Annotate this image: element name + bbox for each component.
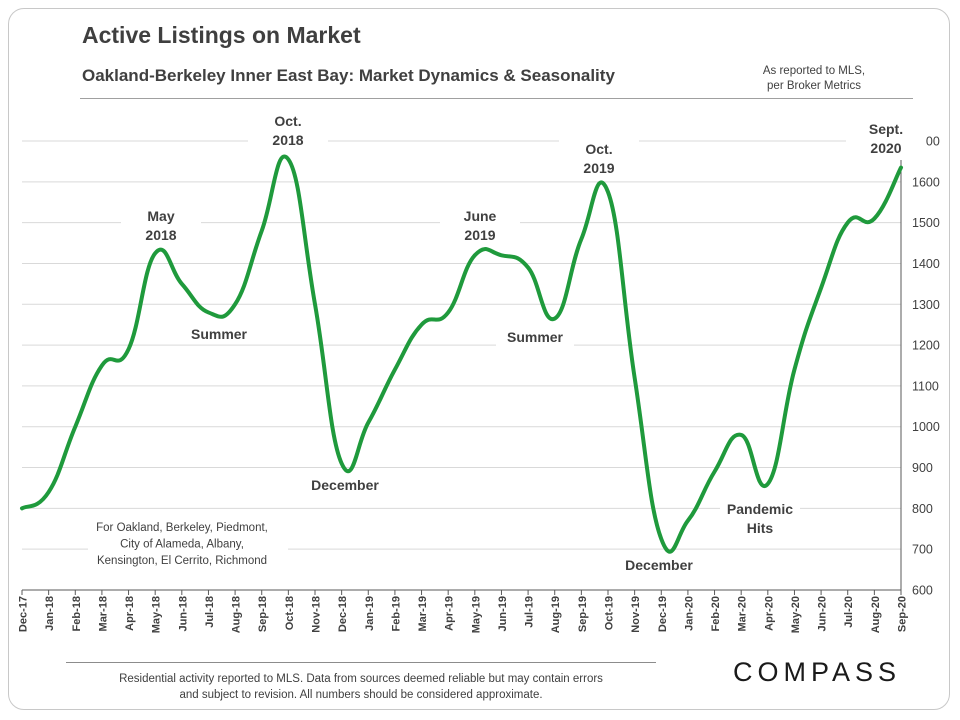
x-tick-label: Feb-18 [71, 596, 83, 631]
source-note-line-1: As reported to MLS, [762, 65, 866, 77]
chart-frame [8, 8, 950, 710]
y-tick-label: 1200 [912, 339, 940, 353]
annotation-label: Oct. [585, 141, 612, 157]
annotation-background [616, 556, 702, 575]
x-tick-label: Jun-19 [497, 596, 509, 631]
annotation-background [720, 500, 800, 540]
annotation-background [302, 476, 388, 495]
x-tick-label: Dec-18 [337, 596, 349, 632]
disclaimer-line-2: and subject to revision. All numbers sho… [179, 689, 543, 701]
annotation-label: 2018 [145, 227, 176, 243]
y-tick-label: 1400 [912, 257, 940, 271]
y-tick-label: 1000 [912, 420, 940, 434]
x-tick-label: Oct-19 [604, 596, 616, 630]
x-tick-label: May-20 [790, 596, 802, 633]
source-note-line-2: per Broker Metrics [767, 80, 861, 92]
x-tick-label: Sep-20 [897, 596, 909, 632]
x-tick-label: May-18 [151, 596, 163, 633]
x-tick-label: Jun-20 [817, 596, 829, 631]
annotation-label: December [311, 477, 379, 493]
x-tick-label: Mar-20 [737, 596, 749, 631]
annotation-background [440, 207, 520, 247]
x-tick-label: Sep-19 [577, 596, 589, 632]
x-tick-label: Jan-18 [44, 596, 56, 631]
y-tick-label: 800 [912, 502, 933, 516]
chart-title: Active Listings on Market [82, 22, 361, 48]
x-tick-label: Apr-18 [124, 596, 136, 631]
annotation-background [180, 325, 258, 344]
annotation-background [496, 328, 574, 347]
x-tick-label: Apr-19 [444, 596, 456, 631]
y-tick-label: 900 [912, 461, 933, 475]
annotation-background [846, 120, 926, 160]
x-tick-label: Dec-19 [657, 596, 669, 632]
annotation-label: Sept. [869, 121, 903, 137]
x-tick-label: Mar-18 [97, 596, 109, 631]
annotation-label: June [464, 208, 497, 224]
x-tick-label: Jul-19 [524, 596, 536, 628]
x-tick-label: Oct-18 [284, 596, 296, 630]
annotation-label: May [147, 208, 174, 224]
x-tick-label: Jul-18 [204, 596, 216, 628]
x-tick-label: Feb-19 [390, 596, 402, 631]
annotation-label: Summer [191, 326, 248, 342]
annotation-label: Pandemic [727, 501, 793, 517]
annotation-label: 2020 [870, 140, 901, 156]
x-tick-label: Jan-20 [683, 596, 695, 631]
annotation-background [248, 112, 328, 152]
chart-subtitle: Oakland-Berkeley Inner East Bay: Market … [82, 66, 615, 85]
x-tick-label: Nov-18 [311, 596, 323, 633]
annotation-background [559, 140, 639, 180]
x-tick-label: Nov-19 [630, 596, 642, 633]
annotation-label: 2019 [583, 160, 614, 176]
x-tick-label: Aug-19 [550, 596, 562, 633]
annotation-label: December [625, 557, 693, 573]
coverage-note-background [88, 516, 288, 570]
annotation-label: Summer [507, 329, 564, 345]
annotation-label: 2018 [272, 132, 303, 148]
y-tick-label: 1500 [912, 216, 940, 230]
y-tick-label: 600 [912, 584, 933, 598]
header-rule [80, 98, 913, 99]
y-tick-label: 700 [912, 543, 933, 557]
coverage-note-line: Kensington, El Cerrito, Richmond [97, 555, 267, 567]
y-tick-label: 1300 [912, 298, 940, 312]
x-tick-label: Mar-19 [417, 596, 429, 631]
disclaimer-line-1: Residential activity reported to MLS. Da… [119, 673, 603, 685]
x-tick-label: Jan-19 [364, 596, 376, 631]
series-line-active-listings [20, 154, 903, 554]
source-note: As reported to MLS, per Broker Metrics [744, 64, 884, 94]
annotation-label: 2019 [464, 227, 495, 243]
x-tick-label: Dec-17 [18, 596, 30, 632]
disclaimer: Residential activity reported to MLS. Da… [66, 662, 656, 703]
y-tick-label: 1100 [912, 379, 939, 393]
x-tick-label: Jul-20 [843, 596, 855, 628]
annotation-background [121, 207, 201, 247]
x-tick-label: Aug-18 [231, 596, 243, 633]
coverage-note-line: City of Alameda, Albany, [120, 539, 244, 551]
coverage-note-line: For Oakland, Berkeley, Piedmont, [96, 522, 268, 534]
x-tick-label: Sep-18 [257, 596, 269, 632]
y-tick-label: 1600 [912, 175, 940, 189]
x-tick-label: Apr-20 [763, 596, 775, 631]
x-tick-label: Aug-20 [870, 596, 882, 633]
x-tick-label: Feb-20 [710, 596, 722, 631]
annotation-label: Oct. [274, 113, 301, 129]
x-tick-label: May-19 [470, 596, 482, 633]
compass-logo: COMPASS [733, 657, 902, 687]
x-tick-label: Jun-18 [177, 596, 189, 631]
annotation-label: Hits [747, 520, 774, 536]
